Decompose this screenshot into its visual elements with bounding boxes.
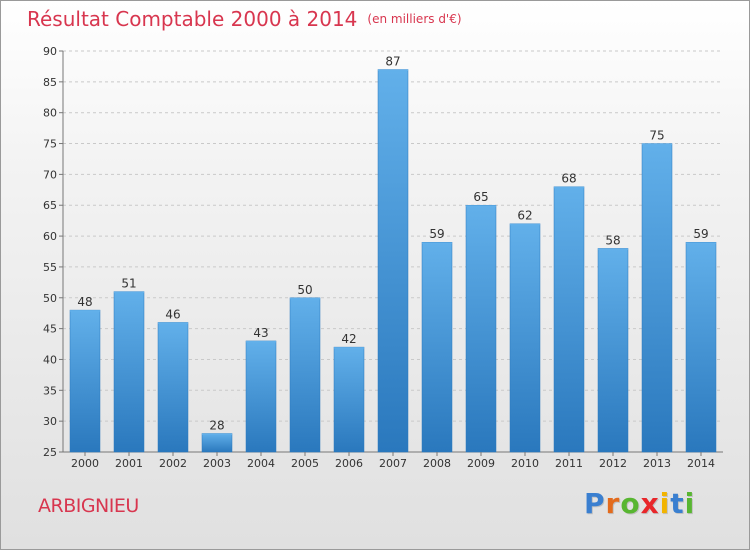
bar-top-edge: [290, 297, 320, 300]
bar-top-edge: [114, 291, 144, 294]
bar-top-edge: [378, 69, 408, 72]
brand-letter: x: [640, 487, 660, 520]
value-label-2007: 87: [385, 55, 400, 69]
y-tick-label: 25: [43, 446, 57, 459]
bar-2009: [465, 204, 497, 453]
bar-2000: [69, 309, 101, 453]
value-label-2010: 62: [517, 209, 532, 223]
x-tick-label-2004: 2004: [247, 457, 275, 470]
brand-logo: Proxiti: [584, 487, 695, 520]
bar-top-edge: [466, 205, 496, 207]
chart-title-text: Résultat Comptable 2000 à 2014: [27, 7, 358, 31]
bar-2004: [245, 340, 277, 453]
x-tick-label-2008: 2008: [423, 457, 451, 470]
value-label-2002: 46: [165, 307, 180, 321]
bar-top-edge: [70, 310, 100, 312]
x-tick-label-2007: 2007: [379, 457, 407, 470]
y-tick-label: 50: [43, 292, 57, 305]
value-label-2001: 51: [121, 277, 136, 291]
y-tick-label: 60: [43, 230, 57, 243]
x-tick-label-2006: 2006: [335, 457, 363, 470]
x-axis: 2000 2001 2002 2003 2004 2005 2006 2007 2008 2009…: [71, 452, 715, 470]
x-tick-label-2012: 2012: [599, 457, 627, 470]
brand-letter: i: [684, 487, 696, 520]
bar-2010: [509, 223, 541, 453]
bar-top-edge: [246, 340, 276, 343]
x-tick-label-2014: 2014: [687, 457, 715, 470]
bar-top-edge: [202, 433, 232, 435]
y-tick-label: 40: [43, 353, 57, 366]
value-label-2012: 58: [605, 233, 620, 247]
x-tick-label-2013: 2013: [643, 457, 671, 470]
brand-letter: t: [670, 487, 685, 520]
x-tick-label-2002: 2002: [159, 457, 187, 470]
value-label-2011: 68: [561, 172, 576, 186]
y-tick-label: 80: [43, 107, 57, 120]
x-tick-label-2000: 2000: [71, 457, 99, 470]
bar-top-edge: [554, 186, 584, 189]
value-label-2005: 50: [297, 283, 312, 297]
y-tick-label: 65: [43, 199, 57, 212]
bar-2014: [685, 241, 717, 453]
y-tick-label: 55: [43, 261, 57, 274]
bar-top-edge: [598, 248, 628, 250]
bar-top-edge: [686, 242, 716, 244]
bar-2008: [421, 241, 453, 453]
value-label-2004: 43: [253, 326, 268, 340]
bar-top-edge: [422, 242, 452, 244]
x-tick-label-2003: 2003: [203, 457, 231, 470]
bar-2005: [289, 297, 321, 453]
brand-letter: P: [584, 487, 606, 520]
y-tick-label: 70: [43, 168, 57, 181]
bar-2007: [377, 69, 409, 453]
y-tick-label: 45: [43, 323, 57, 336]
value-label-2000: 48: [77, 295, 92, 309]
bar-2006: [333, 346, 365, 453]
y-tick-label: 85: [43, 76, 57, 89]
y-tick-label: 30: [43, 415, 57, 428]
y-tick-label: 75: [43, 138, 57, 151]
bar-2002: [157, 322, 189, 453]
value-label-2009: 65: [473, 190, 488, 204]
bar-2003: [201, 433, 233, 453]
y-tick-label: 90: [43, 45, 57, 58]
bars: 48 51 46 28 43 50 42 87 59 65 62 68 58 75 59: [69, 55, 717, 453]
brand-letter: r: [605, 487, 621, 520]
bar-2012: [597, 248, 629, 453]
value-label-2008: 59: [429, 227, 444, 241]
bar-top-edge: [334, 347, 364, 349]
y-tick-label: 35: [43, 384, 57, 397]
x-tick-label-2005: 2005: [291, 457, 319, 470]
x-tick-label-2009: 2009: [467, 457, 495, 470]
chart-subtitle: (en milliers d'€): [367, 12, 462, 26]
chart-title: Résultat Comptable 2000 à 2014 (en millie…: [27, 7, 462, 31]
x-tick-label-2010: 2010: [511, 457, 539, 470]
brand-letter: i: [659, 487, 671, 520]
bar-2001: [113, 291, 145, 453]
y-axis: 25 30 35 40 45 50 55 60 65 70 75 80 85 90: [43, 45, 723, 459]
bar-2013: [641, 143, 673, 453]
bar-top-edge: [642, 143, 672, 146]
bar-2011: [553, 186, 585, 453]
x-tick-label-2011: 2011: [555, 457, 583, 470]
brand-letter: o: [620, 487, 641, 520]
location-name: ARBIGNIEU: [38, 495, 139, 517]
bar-top-edge: [158, 322, 188, 324]
value-label-2003: 28: [209, 418, 224, 432]
value-label-2014: 59: [693, 227, 708, 241]
value-label-2006: 42: [341, 332, 356, 346]
value-label-2013: 75: [649, 129, 664, 143]
x-tick-label-2001: 2001: [115, 457, 143, 470]
bar-top-edge: [510, 223, 540, 226]
